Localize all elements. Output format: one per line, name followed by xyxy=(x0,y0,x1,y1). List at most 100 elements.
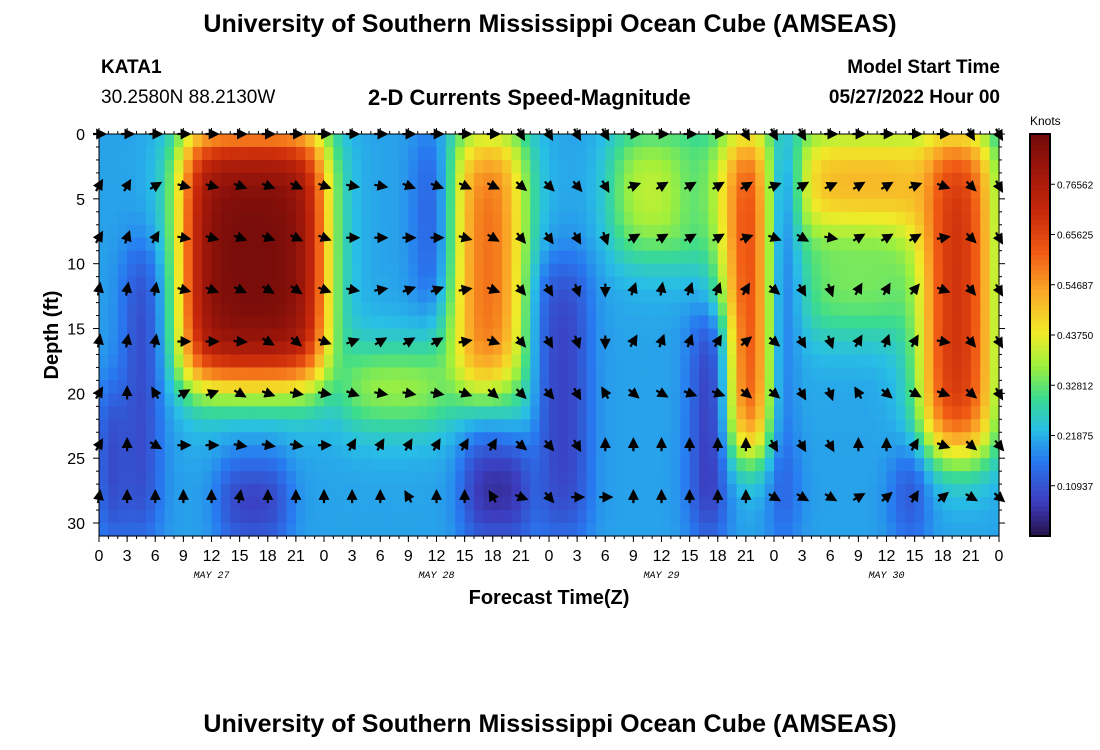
heatmap-cell xyxy=(211,484,222,498)
heatmap-cell xyxy=(370,276,381,291)
heatmap-cell xyxy=(464,354,475,369)
current-arrow xyxy=(824,439,835,453)
heatmap-cell xyxy=(652,302,663,317)
heatmap-cell xyxy=(399,354,409,369)
heatmap-cell xyxy=(867,224,878,239)
heatmap-cell xyxy=(511,406,522,420)
heatmap-cell xyxy=(511,458,522,472)
heatmap-cell xyxy=(258,354,269,369)
heatmap-cell xyxy=(811,185,822,200)
heatmap-cell xyxy=(352,172,363,187)
heatmap-cell xyxy=(474,315,484,330)
heatmap-cell xyxy=(717,445,728,459)
heatmap-cell xyxy=(670,302,681,317)
heatmap-cell xyxy=(558,406,569,420)
heatmap-cell xyxy=(727,406,738,420)
heatmap-cell xyxy=(595,458,606,472)
heatmap-cell xyxy=(314,159,325,174)
heatmap-cell xyxy=(886,510,897,524)
heatmap-cell xyxy=(464,432,475,446)
heatmap-cell xyxy=(558,250,569,265)
heatmap-cell xyxy=(989,458,1000,472)
heatmap-cell xyxy=(436,523,447,537)
heatmap-cell xyxy=(136,419,147,433)
heatmap-cell xyxy=(595,315,606,330)
heatmap-cell xyxy=(867,523,878,537)
heatmap-cell xyxy=(220,510,231,524)
heatmap-cell xyxy=(895,510,906,524)
heatmap-cell xyxy=(764,289,775,304)
heatmap-cell xyxy=(220,302,231,317)
heatmap-cell xyxy=(239,211,250,226)
current-arrow xyxy=(936,387,951,398)
heatmap-cell xyxy=(811,406,822,420)
heatmap-cell xyxy=(652,367,663,381)
heatmap-cell xyxy=(136,289,147,304)
heatmap-cell xyxy=(108,354,119,369)
heatmap-cell xyxy=(333,367,344,381)
heatmap-cell xyxy=(483,432,494,446)
heatmap-cell xyxy=(642,134,653,148)
heatmap-cell xyxy=(820,198,831,213)
heatmap-cell xyxy=(511,211,522,226)
heatmap-cell xyxy=(295,289,306,304)
heatmap-cell xyxy=(736,510,747,524)
heatmap-cell xyxy=(155,146,166,161)
heatmap-cell xyxy=(202,302,213,317)
heatmap-cell xyxy=(342,250,353,265)
current-arrow xyxy=(177,389,191,400)
heatmap-cell xyxy=(380,328,391,343)
heatmap-cell xyxy=(736,380,747,394)
heatmap-cell xyxy=(511,510,522,524)
colorbar-swatch xyxy=(1030,510,1050,517)
heatmap-cell xyxy=(511,328,522,343)
heatmap-cell xyxy=(183,276,194,291)
heatmap-cell xyxy=(652,250,663,265)
heatmap-cell xyxy=(642,289,653,304)
current-arrow xyxy=(908,334,919,348)
heatmap-cell xyxy=(127,510,138,524)
heatmap-cell xyxy=(455,250,466,265)
heatmap-cell xyxy=(699,393,709,407)
heatmap-cell xyxy=(370,211,381,226)
heatmap-cell xyxy=(558,315,569,330)
heatmap-cell xyxy=(183,497,194,511)
heatmap-cell xyxy=(886,328,897,343)
heatmap-cell xyxy=(595,159,606,174)
heatmap-cell xyxy=(492,237,503,252)
heatmap-cell xyxy=(183,354,194,369)
heatmap-cell xyxy=(895,302,906,317)
colorbar-swatch xyxy=(1030,154,1050,160)
heatmap-cell xyxy=(361,224,372,239)
heatmap-cell xyxy=(633,419,644,433)
heatmap-cell xyxy=(830,237,841,252)
current-arrow xyxy=(768,335,781,347)
heatmap-cell xyxy=(736,523,747,537)
colorbar-swatch xyxy=(1030,380,1050,386)
heatmap-cell xyxy=(905,315,916,330)
heatmap-cell xyxy=(445,484,456,498)
y-tick-label: 20 xyxy=(67,386,85,403)
heatmap-cell xyxy=(877,159,888,174)
current-arrow xyxy=(571,283,582,298)
heatmap-cell xyxy=(558,393,569,407)
heatmap-cell xyxy=(436,211,447,226)
current-arrow xyxy=(346,337,360,348)
heatmap-cell xyxy=(127,146,138,161)
heatmap-cell xyxy=(155,159,166,174)
heatmap-cell xyxy=(727,315,738,330)
heatmap-cell xyxy=(145,367,156,381)
heatmap-cell xyxy=(811,445,822,459)
heatmap-cell xyxy=(567,211,578,226)
heatmap-cell xyxy=(380,354,391,369)
heatmap-cell xyxy=(549,315,559,330)
y-tick-label: 25 xyxy=(67,451,85,468)
heatmap-cell xyxy=(774,159,784,174)
heatmap-cell xyxy=(670,380,681,394)
heatmap-cell xyxy=(183,458,194,472)
heatmap-cell xyxy=(436,367,447,381)
heatmap-cell xyxy=(849,263,859,278)
heatmap-cell xyxy=(436,237,447,252)
heatmap-cell xyxy=(239,341,250,356)
heatmap-cell xyxy=(399,302,409,317)
